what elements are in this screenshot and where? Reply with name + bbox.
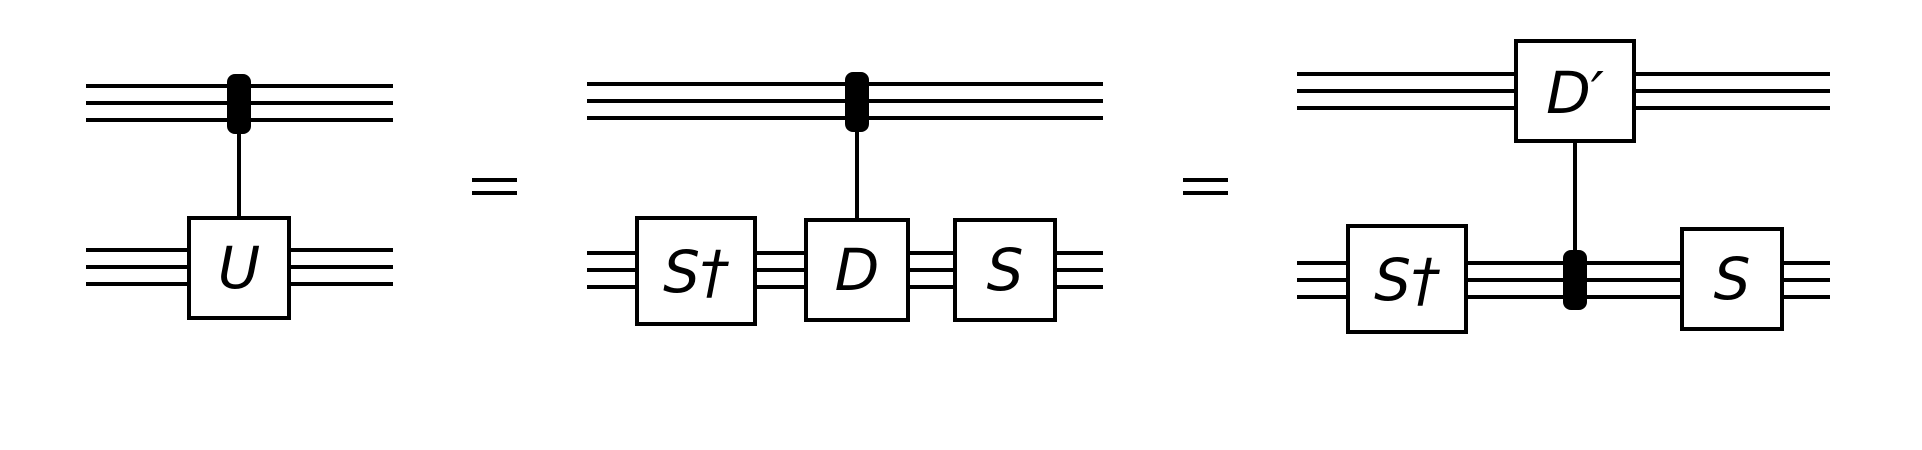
equals-sign-1 (472, 178, 517, 195)
right-control-node (1563, 250, 1587, 310)
left-control-node (227, 74, 251, 134)
left-gate-u-box (187, 216, 291, 320)
left-gate-u-label: U (218, 234, 260, 302)
right-gate-d-prime-box (1514, 39, 1636, 143)
right-gate-s-dagger-box (1346, 224, 1468, 334)
left-circuit: U (86, 74, 393, 320)
middle-control-node (845, 72, 869, 132)
middle-gate-d-box (804, 218, 910, 322)
right-top-register-wires (1297, 72, 1830, 110)
right-gate-s-box (1680, 227, 1784, 331)
left-bottom-register-wires (86, 248, 393, 286)
equals-sign-2 (1183, 178, 1228, 195)
middle-gate-s-label: S (987, 236, 1024, 304)
right-circuit: D′ S† S (1297, 39, 1830, 334)
right-gate-s-label: S (1714, 245, 1751, 313)
middle-gate-s-box (953, 218, 1057, 322)
middle-circuit: S† D S (587, 72, 1103, 326)
right-gate-d-prime-label: D′ (1546, 59, 1604, 127)
middle-gate-s-dagger-label: S† (663, 238, 730, 306)
middle-gate-s-dagger-box (635, 216, 757, 326)
right-gate-s-dagger-label: S† (1374, 246, 1441, 314)
middle-gate-d-label: D (835, 236, 880, 304)
